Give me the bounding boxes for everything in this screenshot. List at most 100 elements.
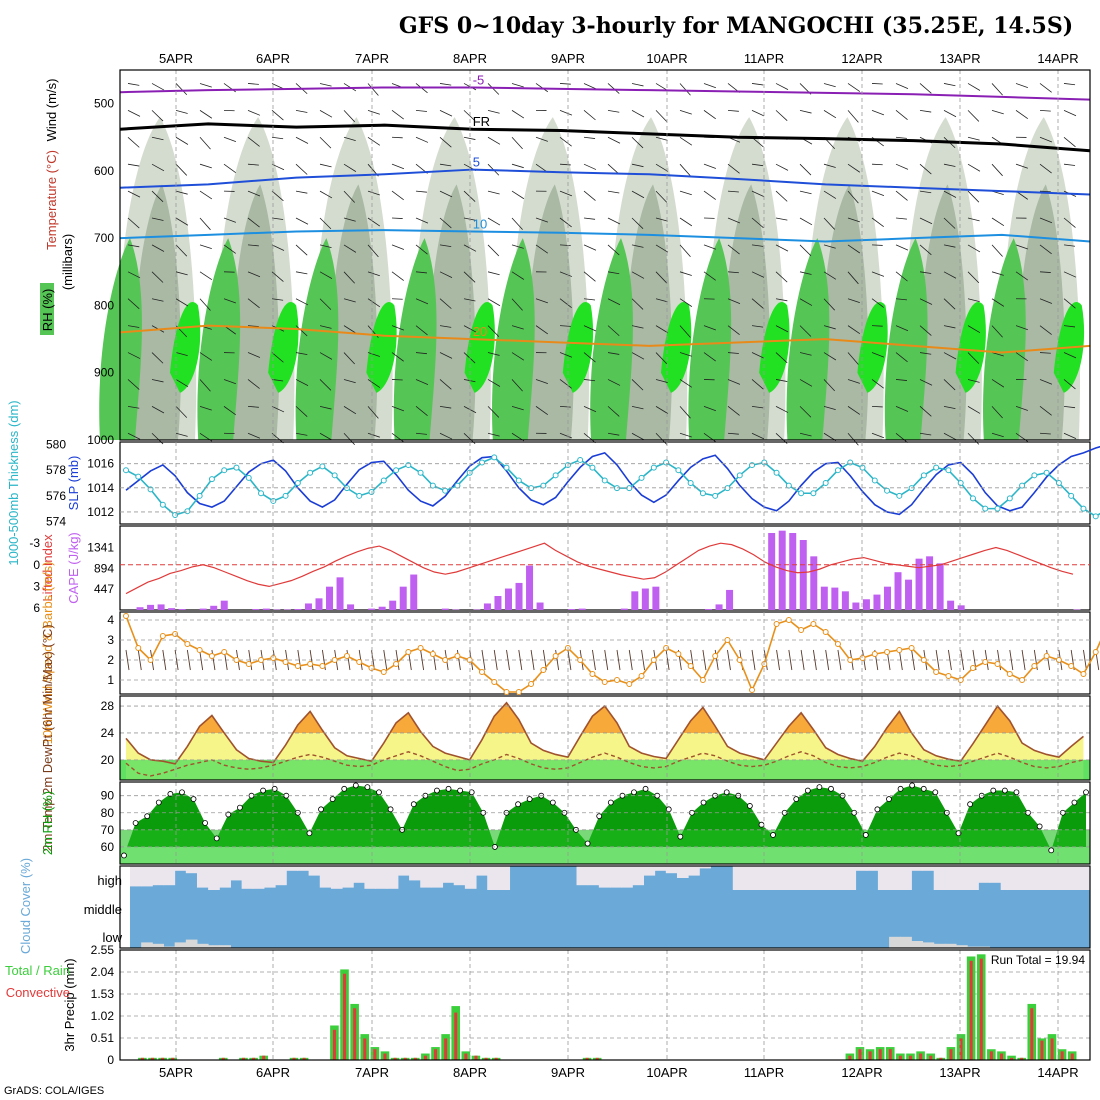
wind-speed-point [233, 657, 240, 663]
wind-speed-point [294, 663, 301, 669]
cloud-high-gap [476, 866, 488, 876]
rh2m-point [515, 801, 521, 808]
wind-barb [871, 244, 883, 246]
wind-speed-point [933, 669, 940, 675]
y-tick-label: 900 [94, 366, 114, 380]
wind-barb [898, 649, 903, 671]
cloud-low-bar [219, 945, 231, 948]
thickness-point [1031, 472, 1038, 479]
wind-barb [655, 325, 669, 334]
rh-contour-area [722, 184, 771, 440]
rh2m-point [306, 830, 313, 837]
wind-barb [343, 406, 357, 415]
cloud-high-gap [1023, 866, 1035, 890]
thickness-point [884, 487, 891, 494]
wind-barb [607, 136, 621, 144]
wind-barb [823, 325, 836, 330]
cloud-high-gap [688, 866, 700, 876]
precip-conv-bar [302, 1057, 306, 1060]
wind-barb [800, 649, 805, 671]
cloud-low-bar [944, 943, 957, 948]
wind-barb [415, 352, 428, 355]
wind-barb [247, 325, 259, 327]
wind-barb [1039, 325, 1052, 335]
wind-barb [837, 649, 842, 671]
wind-barb [799, 325, 812, 337]
wind-speed-point [589, 671, 596, 677]
cape-bar [441, 608, 449, 610]
cape-bar [799, 540, 807, 610]
precip-conv-bar [454, 1012, 458, 1060]
cloud-high-gap [319, 866, 332, 888]
wind-barb [127, 110, 141, 117]
wind-barb [751, 190, 765, 198]
wind-barb [679, 244, 691, 257]
cloud-middle-label: middle [84, 902, 122, 917]
rh2m-point [862, 832, 869, 838]
wind-barb [583, 379, 596, 382]
wind-barb [823, 298, 835, 311]
wind-barb [943, 298, 956, 310]
thickness-point [920, 472, 927, 479]
cape-bar [136, 607, 144, 610]
cape-lifted-index-panel: -3 0 3 6 447 894 1341 Lifted Index CAPE (J/kg) [29, 525, 1091, 615]
wind-barb [919, 83, 932, 94]
cloud-high-gap [1034, 866, 1046, 890]
wind-barb [127, 271, 141, 279]
thickness-point [798, 490, 805, 497]
wind-barb [1039, 109, 1051, 112]
wind-barb [319, 83, 332, 87]
wind-barb [247, 136, 260, 147]
wind-barb [1063, 244, 1076, 247]
thickness-point [822, 480, 829, 486]
wind-barb [127, 83, 140, 86]
precip-conv-bar [373, 1049, 377, 1060]
wind-barb [199, 271, 213, 281]
cloud-high-gap [598, 866, 611, 888]
wind-barb [343, 325, 357, 334]
wind-barb [295, 379, 309, 387]
cloud-low-bar [933, 943, 946, 948]
thickness-point [933, 464, 940, 471]
wind-barb [343, 352, 355, 365]
precip-tick-label: 0.51 [91, 1031, 115, 1045]
wind-barb [825, 649, 830, 671]
wind-barb [847, 298, 860, 304]
temp-axis-title: 2m Temp 2m DewPt (6hr Min/Max) (°C) [40, 624, 55, 851]
thickness-tick-label: 574 [46, 514, 66, 528]
wind-barb [295, 217, 309, 225]
wind-tick-label: 3 [107, 633, 114, 647]
wind-barb [175, 432, 188, 437]
wind10m-panel: 1 2 3 4 10m Wind Speed & Barbs (m/s) [40, 562, 1100, 744]
precip-conv-bar [909, 1055, 913, 1060]
wind-barb [175, 217, 189, 226]
thickness-point [356, 492, 363, 499]
precip-conv-bar [413, 1057, 417, 1060]
cloud-high-gap [933, 866, 946, 890]
rh2m-point [445, 785, 452, 792]
wind-barb [463, 298, 476, 302]
wind-barb [415, 244, 428, 255]
cloud-low-bar [196, 943, 209, 948]
cape-bar [705, 609, 713, 610]
wind-barb [583, 136, 596, 139]
wind-barb [295, 406, 308, 417]
cape-bar [947, 600, 955, 610]
precip-conv-bar [1040, 1040, 1044, 1060]
wind-barb [319, 325, 332, 329]
precip-conv-bar [989, 1051, 993, 1060]
y-tick-label: 700 [94, 231, 114, 245]
wind-speed-point [957, 677, 964, 683]
wind-barb [655, 217, 668, 222]
date-label-top: 11APR [744, 51, 784, 66]
precip-tick-label: 2.55 [91, 943, 115, 957]
y-tick-label: 600 [94, 164, 114, 178]
precip-conv-bar [1060, 1051, 1064, 1060]
wind-barb [991, 109, 1004, 115]
wind-barb [223, 406, 236, 416]
wind-barb [367, 136, 381, 146]
rh-contour-area [624, 184, 673, 440]
date-label-bottom: 14APR [1037, 1065, 1078, 1080]
wind-barb [823, 217, 835, 230]
thickness-point [945, 467, 952, 474]
